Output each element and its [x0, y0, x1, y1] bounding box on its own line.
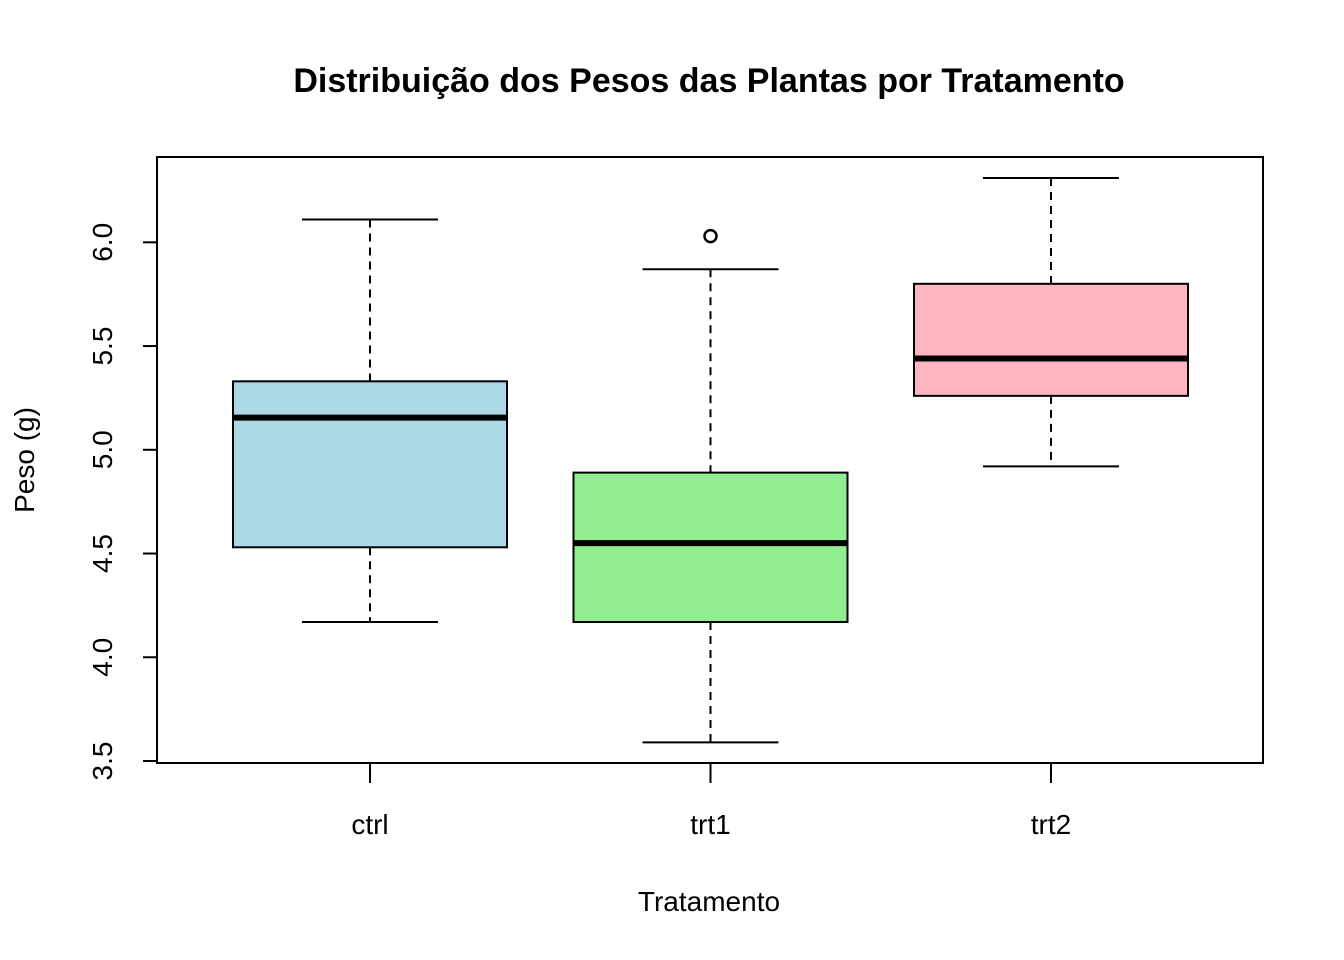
y-tick-label: 6.0 — [87, 223, 118, 262]
x-tick-label-ctrl: ctrl — [351, 809, 388, 840]
y-tick-label: 3.5 — [87, 742, 118, 781]
box-trt1 — [572, 228, 849, 744]
box-ctrl — [232, 218, 508, 623]
box-series — [232, 177, 1189, 744]
chart-title: Distribuição dos Pesos das Plantas por T… — [293, 62, 1124, 100]
y-tick-label: 4.5 — [87, 534, 118, 573]
x-tick-label-trt1: trt1 — [690, 809, 730, 840]
x-axis-label: Tratamento — [638, 886, 780, 917]
x-tick-label-trt2: trt2 — [1031, 809, 1071, 840]
y-axis-label: Peso (g) — [9, 407, 40, 513]
iqr-box — [572, 471, 849, 623]
y-tick-label: 5.5 — [87, 327, 118, 366]
outlier-point — [703, 228, 718, 244]
iqr-box — [913, 282, 1189, 397]
y-tick-label: 4.0 — [87, 638, 118, 677]
box-trt2 — [913, 177, 1189, 468]
x-axis: ctrl trt1 trt2 — [351, 763, 1071, 840]
y-axis: 3.5 4.0 4.5 5.0 5.5 6.0 — [87, 223, 158, 781]
iqr-box — [232, 380, 508, 549]
y-tick-label: 5.0 — [87, 430, 118, 469]
